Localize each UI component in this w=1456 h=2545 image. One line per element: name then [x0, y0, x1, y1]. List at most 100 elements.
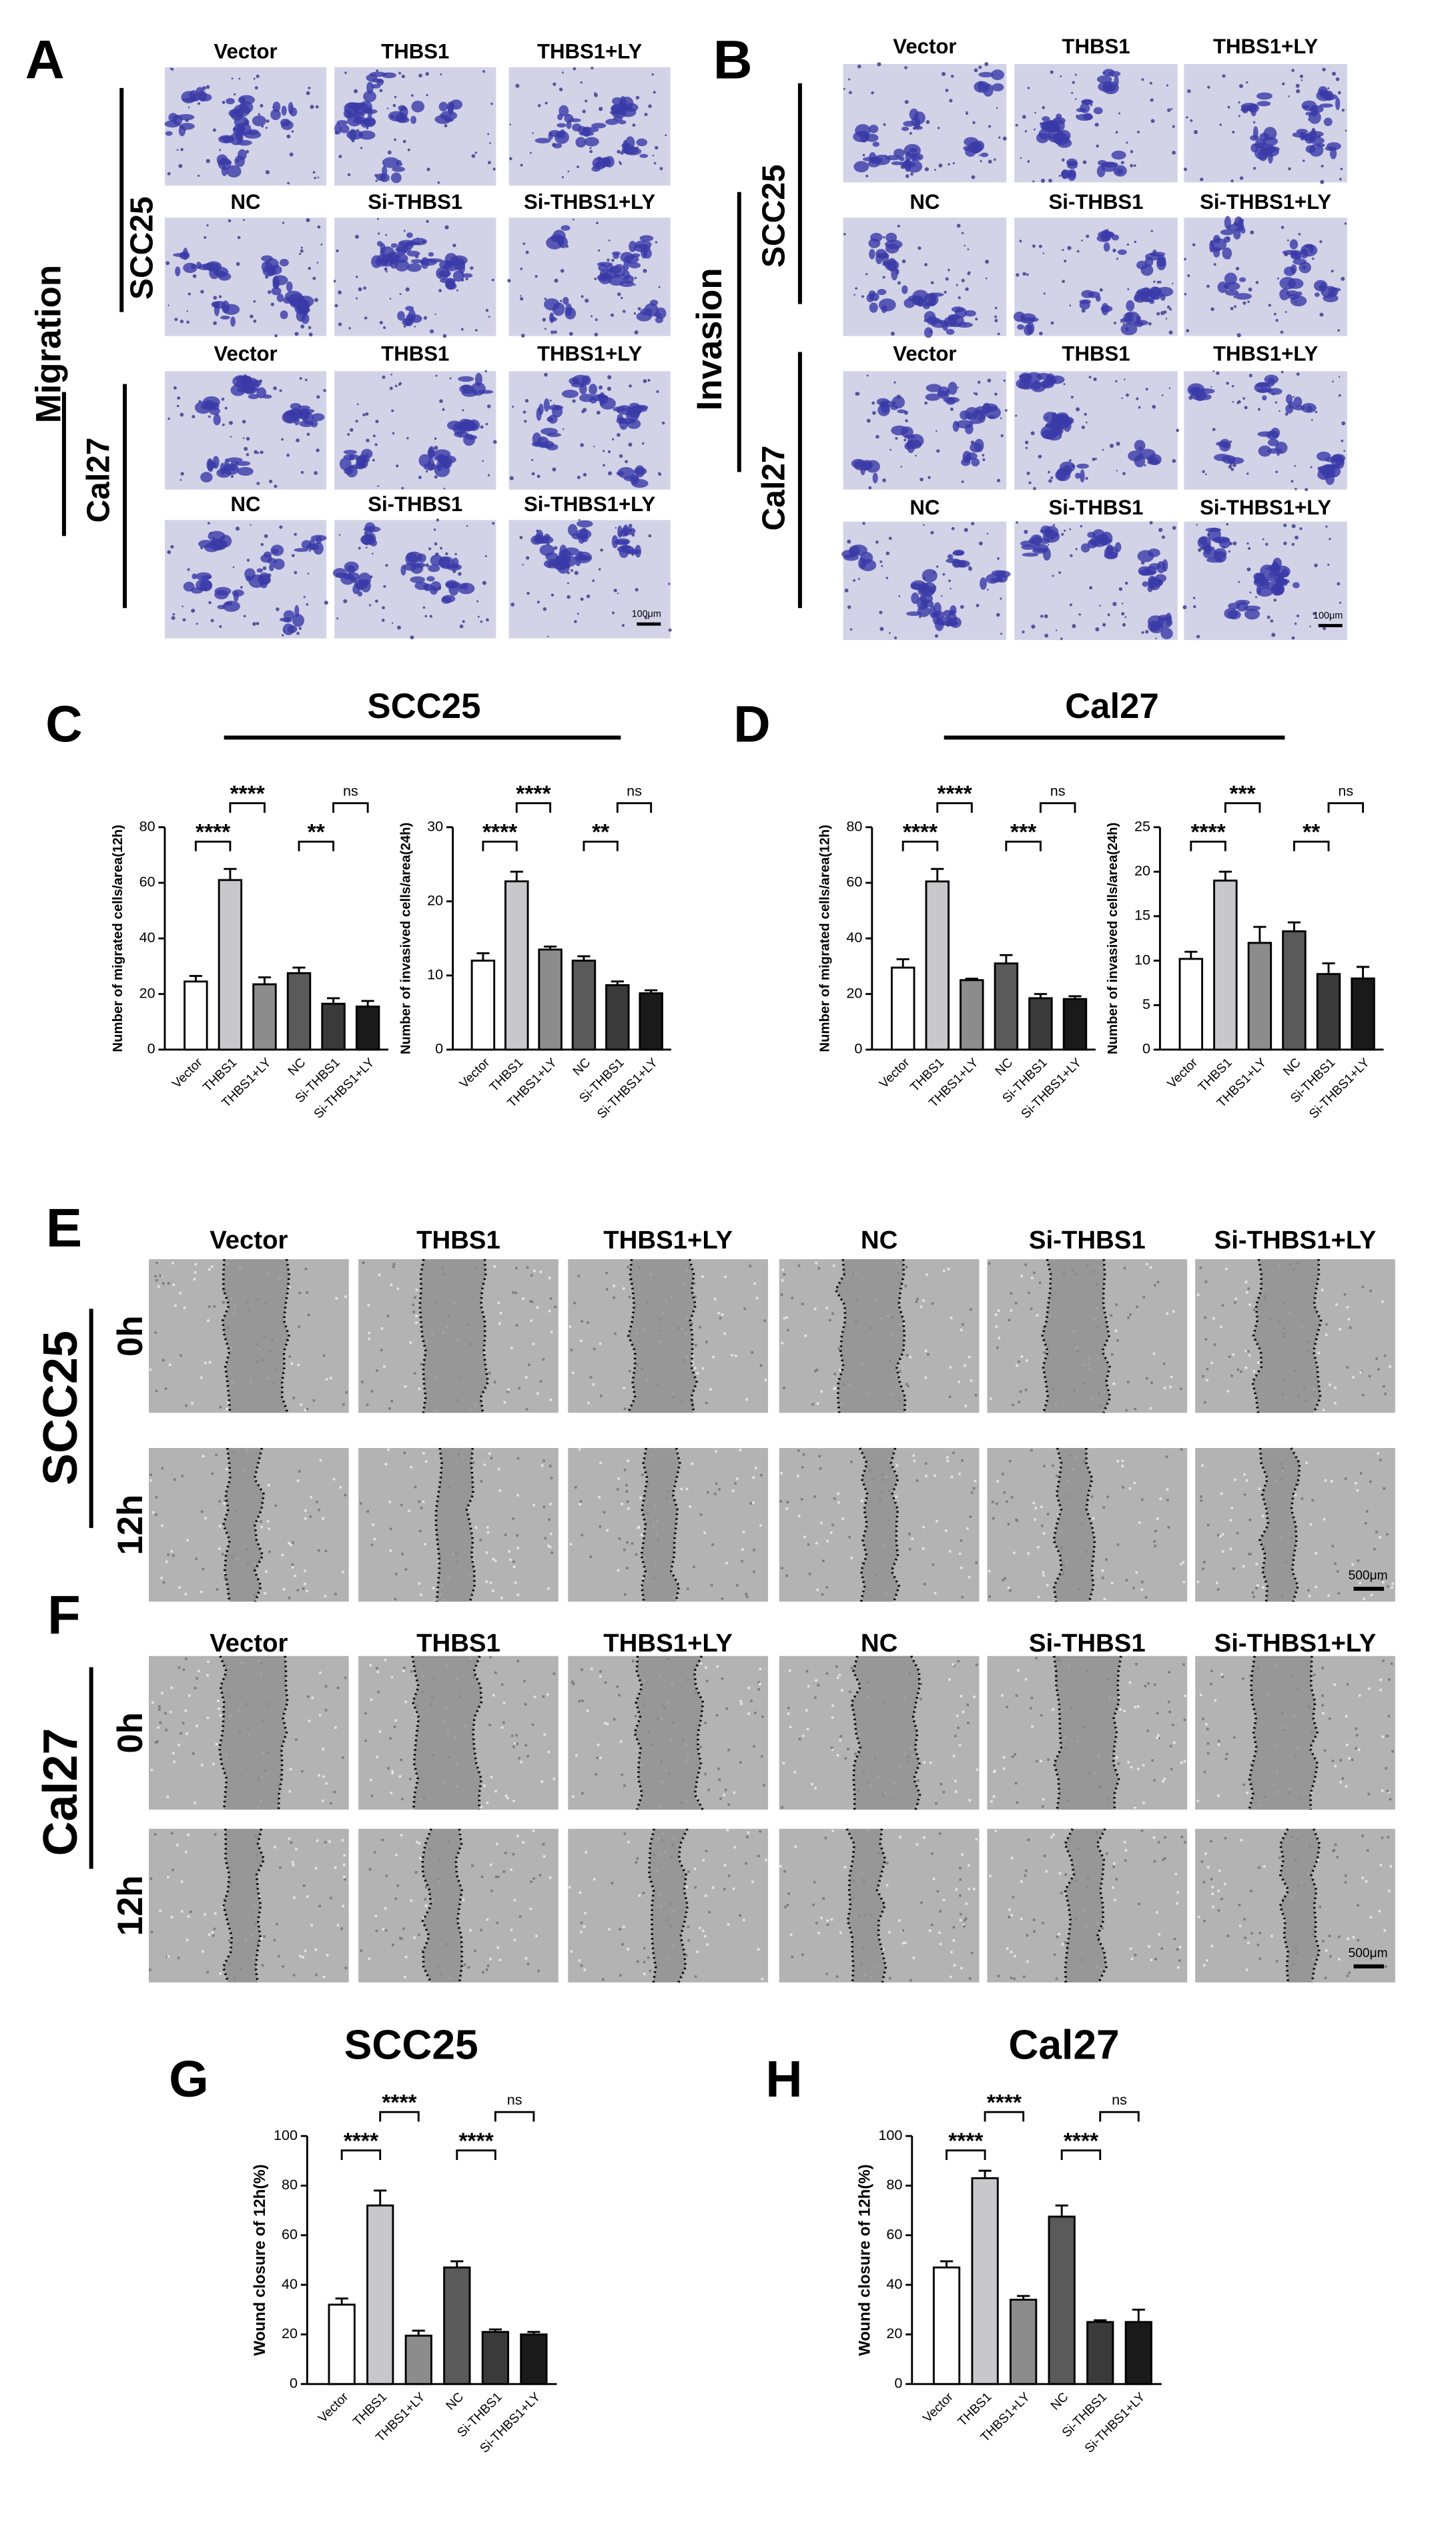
pore	[872, 411, 876, 415]
error-bar	[1000, 954, 1013, 964]
speckle	[486, 1918, 489, 1921]
speckle	[942, 1790, 946, 1794]
pore	[180, 472, 184, 476]
pore	[1212, 370, 1215, 372]
speckle	[1258, 1932, 1262, 1934]
pore	[487, 161, 491, 165]
speckle	[939, 1910, 942, 1913]
speckle	[164, 1712, 167, 1715]
speckle	[1351, 1563, 1355, 1566]
speckle	[974, 1479, 977, 1483]
speckle	[1112, 1383, 1115, 1385]
cell-cluster	[474, 372, 482, 386]
cell-cluster	[1036, 372, 1051, 380]
pore	[633, 312, 637, 315]
speckle	[797, 1449, 800, 1452]
pore	[1099, 605, 1101, 607]
cell-cluster	[410, 259, 423, 264]
pore	[905, 419, 908, 422]
speckle	[496, 1842, 498, 1846]
speckle	[1011, 1755, 1014, 1758]
speckle	[1357, 1904, 1359, 1907]
speckle	[1064, 1941, 1067, 1944]
speckle	[1047, 1758, 1050, 1761]
speckle	[997, 1309, 1000, 1312]
pore	[653, 161, 657, 165]
speckle	[1098, 1936, 1100, 1940]
speckle	[401, 1553, 404, 1555]
speckle	[1202, 1567, 1204, 1570]
pore	[198, 102, 201, 105]
speckle	[542, 1695, 545, 1698]
speckle	[155, 1513, 157, 1516]
pore	[958, 296, 961, 300]
pore	[1244, 406, 1248, 410]
speckle	[801, 1303, 804, 1305]
speckle	[699, 1746, 702, 1748]
pore	[1322, 627, 1327, 631]
speckle	[975, 1838, 978, 1841]
pore	[196, 623, 198, 625]
cell-cluster	[1138, 569, 1156, 576]
speckle	[923, 1836, 926, 1839]
speckle	[916, 1479, 919, 1482]
speckle	[996, 1480, 999, 1483]
speckle	[581, 1320, 583, 1323]
pore	[394, 138, 396, 141]
pore	[866, 374, 869, 377]
wound-edge	[418, 1258, 427, 1413]
speckle	[513, 1938, 516, 1942]
cell-cluster	[1080, 543, 1090, 553]
speckle	[1233, 1736, 1236, 1739]
speckle	[1030, 1307, 1033, 1311]
cell-cluster	[183, 581, 195, 592]
pore	[1295, 535, 1299, 540]
speckle	[1221, 1304, 1224, 1307]
cell-cluster	[282, 623, 295, 635]
speckle	[785, 1507, 788, 1510]
speckle	[341, 1839, 344, 1842]
speckle	[850, 1557, 853, 1559]
pore	[635, 95, 640, 100]
pore	[1305, 488, 1309, 492]
speckle	[396, 1287, 400, 1291]
significance-bracket	[482, 840, 518, 851]
speckle	[372, 1523, 375, 1526]
cell-cluster	[438, 101, 448, 112]
speckle	[208, 1305, 211, 1308]
pore	[1069, 304, 1072, 307]
speckle	[265, 1570, 268, 1573]
error-bar	[326, 997, 340, 1004]
speckle	[975, 1664, 978, 1666]
speckle	[1014, 1753, 1016, 1756]
speckle	[492, 1557, 495, 1561]
speckle	[753, 1549, 755, 1551]
pore	[323, 388, 326, 392]
speckle	[1124, 1849, 1128, 1852]
pore	[434, 437, 437, 440]
speckle	[306, 1291, 309, 1294]
speckle	[991, 1501, 994, 1503]
speckle	[530, 1880, 532, 1883]
speckle	[1121, 1459, 1124, 1463]
speckle	[996, 1502, 998, 1505]
pore	[580, 443, 584, 447]
pore	[360, 147, 363, 149]
speckle	[297, 1363, 300, 1367]
bar	[520, 2333, 548, 2386]
speckle	[1294, 1493, 1297, 1496]
pore	[997, 332, 1000, 336]
speckle	[295, 1848, 298, 1850]
significance-label: ****	[937, 782, 972, 807]
pore	[299, 253, 302, 256]
speckle	[811, 1403, 814, 1406]
pore	[262, 566, 267, 571]
speckle	[375, 1929, 378, 1932]
speckle	[1178, 1946, 1182, 1948]
speckle	[1221, 1676, 1224, 1678]
cell-cluster	[924, 327, 933, 338]
speckle	[288, 1790, 292, 1793]
speckle	[952, 1663, 955, 1666]
cell-cluster	[1242, 109, 1248, 113]
pore	[844, 589, 849, 593]
